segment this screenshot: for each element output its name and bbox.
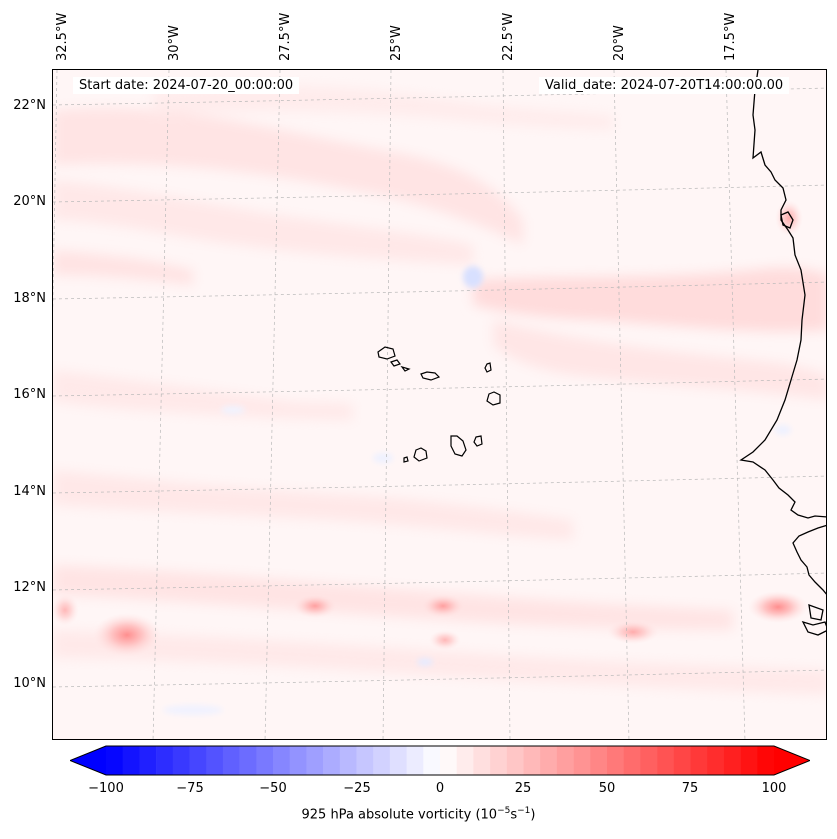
- colorbar-cell: [356, 746, 374, 775]
- colorbar-cell: [156, 746, 174, 775]
- cape-verde-islands: [377, 346, 501, 463]
- lon-label: 25°W: [389, 25, 404, 61]
- colorbar-tick-label: −25: [343, 781, 371, 796]
- colorbar-cell: [306, 746, 324, 775]
- colorbar-cell: [172, 746, 190, 775]
- colorbar: [70, 745, 810, 776]
- map-panel: [52, 69, 827, 740]
- colorbar-cell: [222, 746, 240, 775]
- colorbar-cell: [106, 746, 123, 775]
- colorbar-cell: [440, 746, 457, 775]
- colorbar-cell: [339, 746, 357, 775]
- colorbar-cell: [657, 746, 675, 775]
- colorbar-cell: [256, 746, 274, 775]
- lon-label: 22.5°W: [501, 12, 516, 61]
- colorbar-cell: [740, 746, 758, 775]
- lon-label: 17.5°W: [723, 12, 738, 61]
- colorbar-cell: [690, 746, 708, 775]
- colorbar-cell: [389, 746, 407, 775]
- colorbar-cell: [423, 746, 441, 775]
- colorbar-tick-label: −75: [176, 781, 204, 796]
- colorbar-tick-label: 0: [435, 781, 445, 796]
- colorbar-cell: [239, 746, 257, 775]
- colorbar-outline: [70, 745, 810, 776]
- colorbar-cell: [640, 746, 658, 775]
- vorticity-maxima: [53, 200, 808, 657]
- colorbar-cell: [406, 746, 424, 775]
- negative-patches: [163, 266, 791, 715]
- colorbar-tick-label: 50: [598, 781, 616, 796]
- colorbar-cell: [122, 746, 140, 775]
- lat-label: 14°N: [13, 484, 46, 499]
- lat-label: 22°N: [13, 98, 46, 113]
- lat-label: 20°N: [13, 194, 46, 209]
- colorbar-cell: [573, 746, 591, 775]
- lon-label: 32.5°W: [55, 12, 70, 61]
- colorbar-cell: [707, 746, 725, 775]
- colorbar-cell: [189, 746, 207, 775]
- colorbar-tick-label: −50: [259, 781, 287, 796]
- colorbar-cell: [323, 746, 341, 775]
- lon-label: 30°W: [167, 25, 182, 61]
- colorbar-cell: [607, 746, 624, 775]
- colorbar-cell: [623, 746, 641, 775]
- vorticity-field: [53, 70, 826, 739]
- colorbar-cell: [139, 746, 157, 775]
- lat-label: 10°N: [13, 676, 46, 691]
- colorbar-tick-label: 25: [514, 781, 532, 796]
- valid-date-label: Valid_date: 2024-07-20T14:00:00.00: [539, 77, 790, 94]
- lon-label: 27.5°W: [278, 12, 293, 61]
- colorbar-cell: [540, 746, 558, 775]
- colorbar-extend-low: [70, 746, 106, 775]
- lat-label: 18°N: [13, 291, 46, 306]
- vorticity-bands: [53, 84, 826, 695]
- colorbar-cell: [590, 746, 608, 775]
- colorbar-cell: [523, 746, 541, 775]
- colorbar-tick-label: −100: [88, 781, 124, 796]
- colorbar-cell: [456, 746, 474, 775]
- colorbar-cell: [289, 746, 307, 775]
- colorbar-cell: [757, 746, 775, 775]
- colorbar-cell: [673, 746, 691, 775]
- colorbar-cell: [373, 746, 391, 775]
- colorbar-label: 925 hPa absolute vorticity (10−5s−1): [301, 806, 536, 823]
- colorbar-cell: [490, 746, 508, 775]
- lon-label: 20°W: [612, 25, 627, 61]
- colorbar-cell: [556, 746, 574, 775]
- colorbar-extend-high: [774, 746, 810, 775]
- colorbar-cell: [506, 746, 524, 775]
- start-date-label: Start date: 2024-07-20_00:00:00: [73, 77, 300, 94]
- colorbar-tick-label: 100: [761, 781, 787, 796]
- colorbar-cells: [106, 746, 775, 775]
- colorbar-cell: [723, 746, 741, 775]
- coastline: [739, 70, 826, 636]
- colorbar-cell: [273, 746, 290, 775]
- colorbar-tick-label: 75: [681, 781, 699, 796]
- lat-label: 12°N: [13, 580, 46, 595]
- graticule: [53, 70, 826, 739]
- colorbar-cell: [473, 746, 491, 775]
- lat-label: 16°N: [13, 387, 46, 402]
- colorbar-cell: [206, 746, 224, 775]
